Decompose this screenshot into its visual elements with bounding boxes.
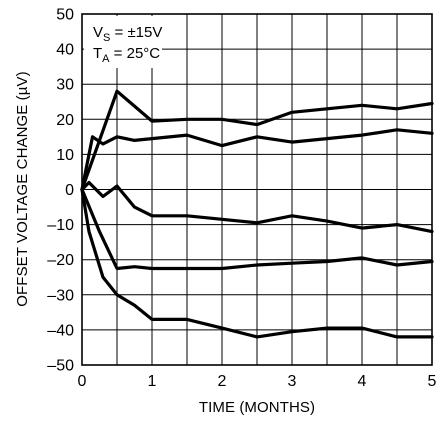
annotation-vs-main: V — [93, 24, 103, 41]
annotation-vs-sub: S — [103, 32, 110, 44]
x-tick-label: 4 — [358, 373, 367, 390]
x-tick-label: 3 — [288, 373, 297, 390]
series-group — [80, 89, 434, 339]
y-tick-label: 40 — [56, 42, 74, 59]
y-tick-label: 20 — [56, 112, 74, 129]
y-tick-label: 30 — [56, 77, 74, 94]
x-tick-label: 2 — [218, 373, 227, 390]
y-tick-labels: –50 –40 –30 –20 –10 0 10 20 30 40 50 — [47, 7, 74, 375]
y-tick-label: 0 — [65, 182, 74, 199]
y-tick-label: –10 — [47, 217, 74, 234]
y-axis-title: OFFSET VOLTAGE CHANGE (µV) — [14, 71, 31, 306]
series-line-3 — [80, 180, 434, 234]
series-line-4 — [80, 187, 434, 271]
annotation-ta-sub: A — [102, 53, 110, 65]
annotation-background — [84, 16, 162, 68]
y-tick-label: –40 — [47, 322, 74, 339]
y-tick-label: 10 — [56, 147, 74, 164]
x-tick-label: 1 — [148, 373, 157, 390]
annotation-vs: VS = ±15V — [93, 24, 162, 44]
x-axis-title: TIME (MONTHS) — [199, 399, 315, 416]
annotation-ta: TA = 25°C — [93, 45, 160, 65]
x-tick-labels: 0 1 2 3 4 5 — [78, 373, 437, 390]
series-line-5 — [80, 187, 434, 339]
annotation-ta-main: T — [93, 45, 102, 62]
plot-frame — [81, 13, 433, 366]
annotation-vs-rest: = ±15V — [110, 24, 162, 41]
y-tick-label: 50 — [56, 7, 74, 24]
series-line-2 — [80, 128, 434, 192]
series-line-1 — [80, 89, 434, 192]
x-tick-label: 5 — [428, 373, 437, 390]
y-tick-label: –20 — [47, 252, 74, 269]
y-tick-label: –30 — [47, 287, 74, 304]
annotation-ta-rest: = 25°C — [110, 45, 161, 62]
x-tick-label: 0 — [78, 373, 87, 390]
y-tick-label: –50 — [47, 358, 74, 375]
